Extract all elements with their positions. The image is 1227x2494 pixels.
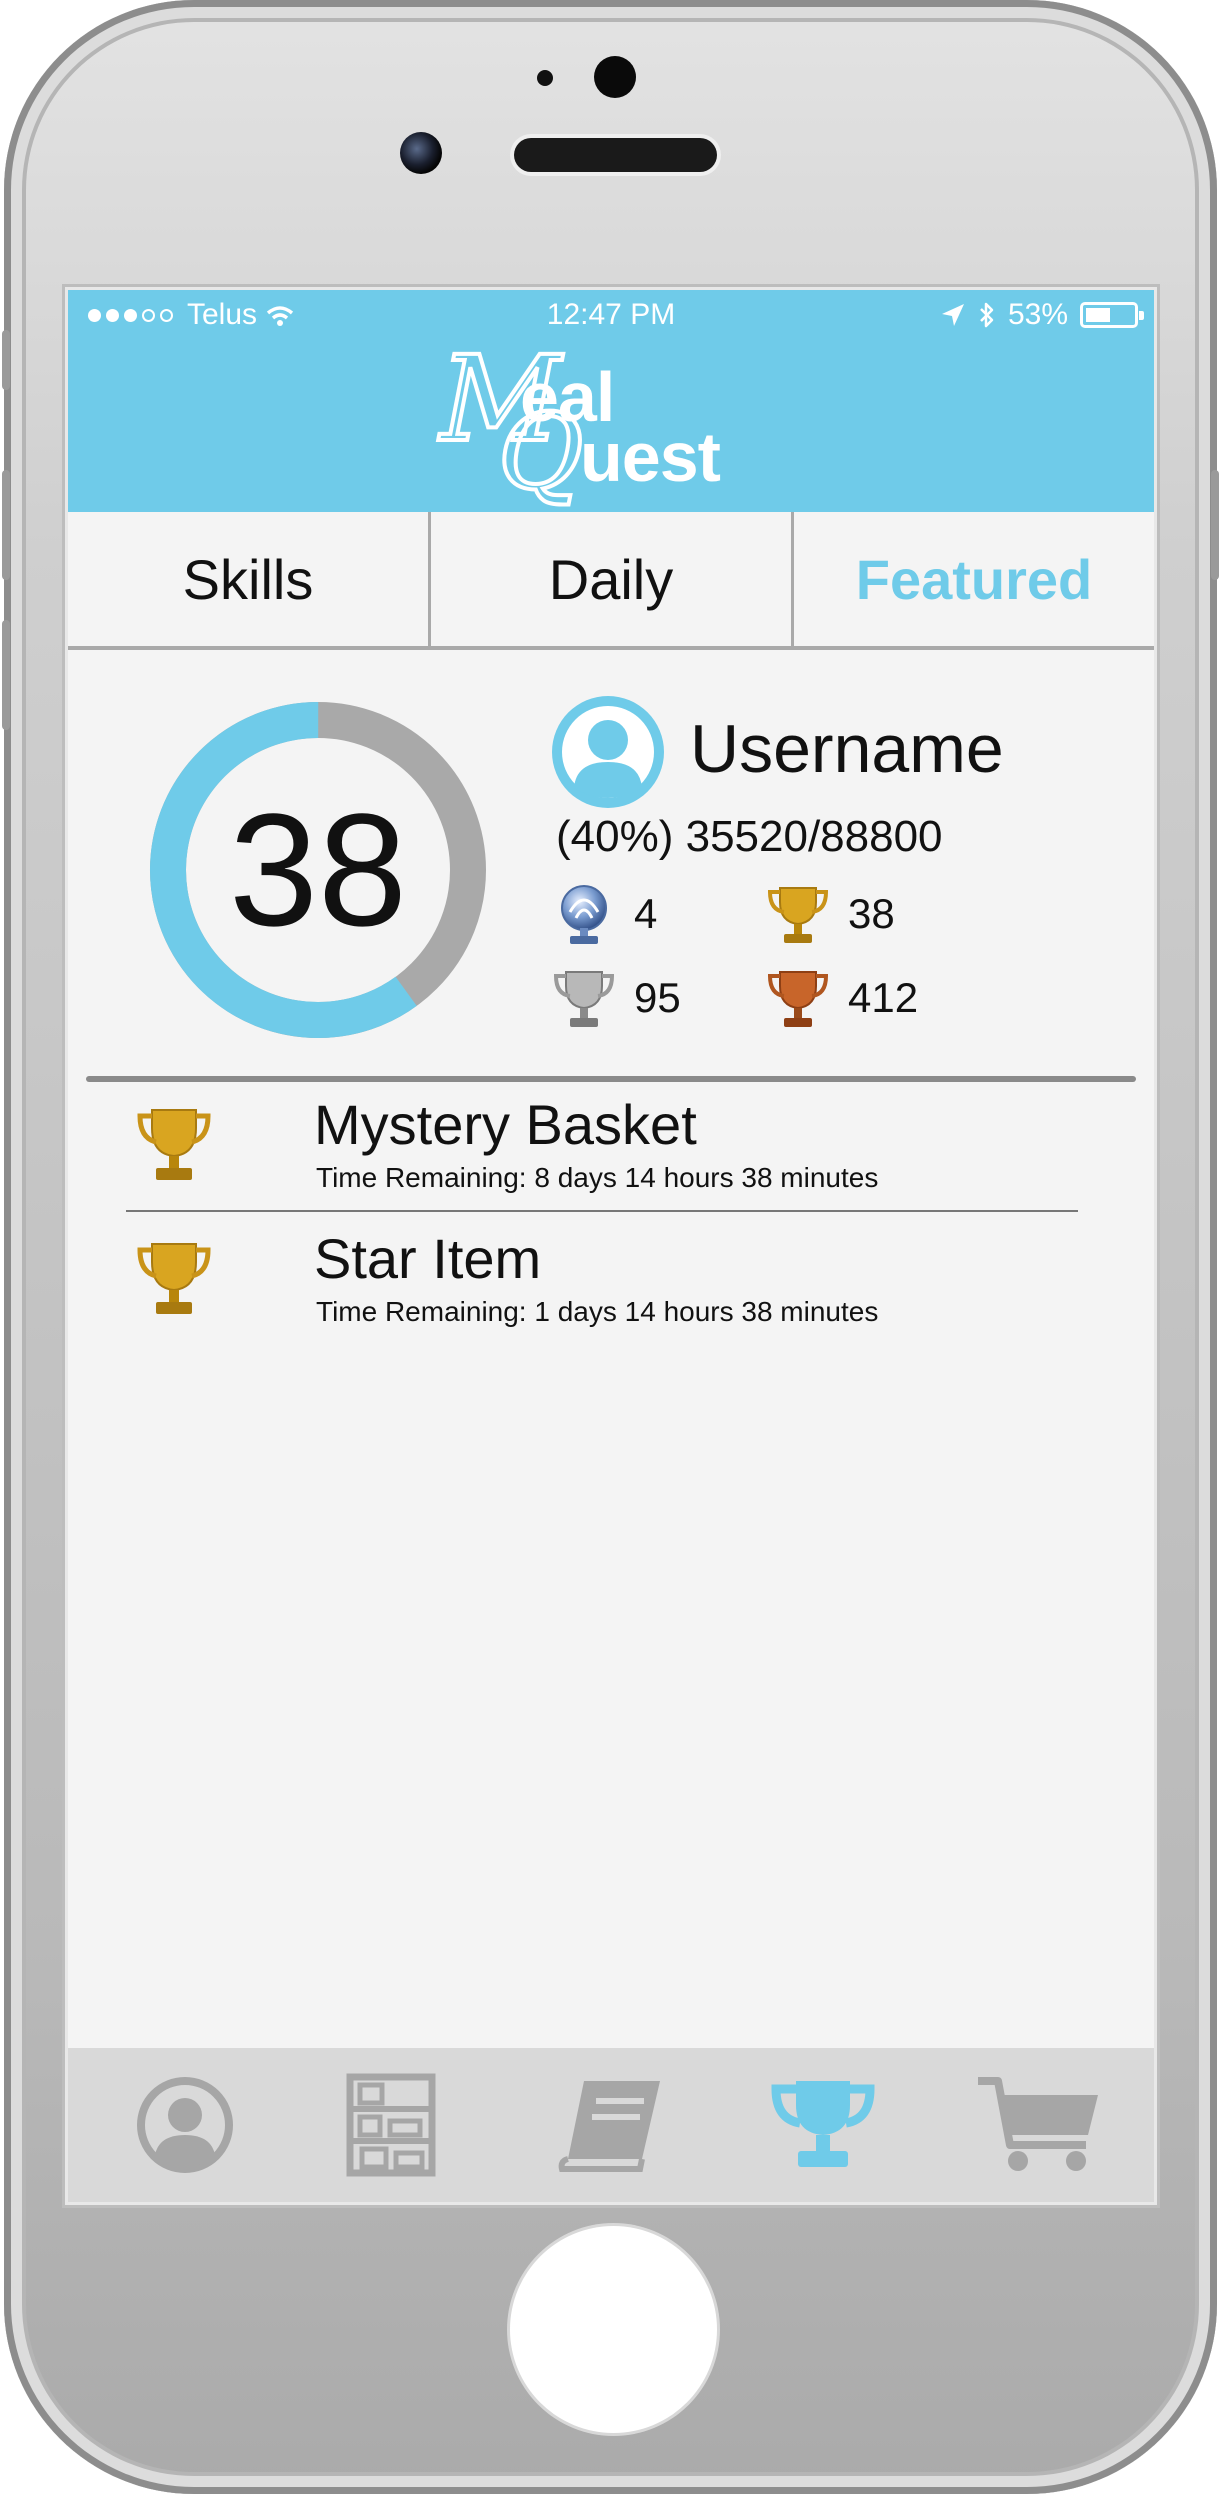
battery-icon: [1080, 302, 1144, 328]
carrier-name: Telus: [187, 298, 258, 331]
gold-trophy-icon: [137, 1109, 211, 1180]
tabbar-pantry[interactable]: [332, 2066, 450, 2184]
bronze-trophy-stat: 412: [766, 966, 918, 1030]
home-button[interactable]: [510, 2226, 717, 2433]
username: Username: [690, 711, 1004, 787]
platinum-count: 4: [634, 890, 658, 937]
tab-featured[interactable]: Featured: [855, 547, 1093, 611]
recipe-book-icon: [558, 2081, 660, 2172]
mute-switch: [2, 330, 10, 390]
gold-trophy-stat: 38: [766, 882, 895, 946]
silver-trophy-icon: [553, 971, 615, 1027]
earpiece-speaker: [514, 138, 717, 172]
tab-daily[interactable]: Daily: [431, 512, 794, 646]
gold-count: 38: [848, 890, 895, 937]
app-screen: Telus 12:47 PM 53% M eal: [68, 290, 1154, 2202]
front-camera: [594, 56, 636, 98]
xp-progress-text: (40%) 35520/88800: [556, 812, 943, 861]
tabbar-recipes[interactable]: [552, 2066, 670, 2184]
signal-strength-icon: [88, 308, 173, 322]
battery-percent: 53%: [1007, 298, 1068, 331]
volume-down-button: [2, 620, 10, 730]
gold-trophy-icon: [767, 887, 829, 943]
trophy-icon: [771, 2081, 875, 2167]
list-item[interactable]: Star Item Time Remaining: 1 days 14 hour…: [136, 1224, 1036, 1344]
tabbar-trophies[interactable]: [764, 2066, 882, 2184]
silver-trophy-stat: 95: [552, 966, 681, 1030]
featured-item-time: Time Remaining: 8 days 14 hours 38 minut…: [316, 1162, 879, 1193]
facetime-lens: [400, 132, 442, 174]
status-time: 12:47 PM: [546, 298, 676, 331]
segment-tabs: Skills Daily Featured: [68, 512, 1154, 650]
mealquest-logo: M eal Q uest: [438, 330, 721, 513]
cart-icon: [978, 2077, 1098, 2171]
silver-count: 95: [634, 974, 681, 1021]
featured-item-time: Time Remaining: 1 days 14 hours 38 minut…: [316, 1296, 879, 1327]
featured-item-title: Mystery Basket: [314, 1093, 697, 1156]
status-bar: Telus 12:47 PM 53%: [68, 290, 1154, 340]
location-arrow-icon: [941, 304, 964, 326]
power-button: [1211, 470, 1219, 580]
avatar-icon[interactable]: [552, 696, 664, 808]
list-divider: [126, 1210, 1078, 1212]
featured-item-title: Star Item: [314, 1227, 542, 1290]
profile-icon: [137, 2077, 233, 2173]
bottom-tab-bar: [68, 2048, 1154, 2202]
level-progress-ring: [150, 702, 486, 1038]
ring-progress: [150, 702, 486, 1038]
section-divider: [86, 1076, 1136, 1082]
pantry-icon: [346, 2073, 436, 2177]
proximity-sensor: [537, 70, 553, 86]
platinum-trophy-icon: [561, 885, 607, 944]
bluetooth-icon: [980, 302, 994, 328]
bronze-trophy-icon: [767, 971, 829, 1027]
tabbar-profile[interactable]: [126, 2066, 244, 2184]
level-number: 38: [229, 780, 407, 959]
app-header: Telus 12:47 PM 53% M eal: [68, 290, 1154, 512]
wifi-icon: [266, 306, 294, 326]
bronze-count: 412: [848, 974, 919, 1021]
tabbar-cart[interactable]: [974, 2066, 1104, 2184]
platinum-trophy-stat: 4: [552, 882, 657, 946]
tab-skills[interactable]: Skills: [68, 512, 431, 646]
list-item[interactable]: Mystery Basket Time Remaining: 8 days 14…: [136, 1090, 1036, 1210]
gold-trophy-icon: [137, 1243, 211, 1314]
volume-up-button: [2, 470, 10, 580]
